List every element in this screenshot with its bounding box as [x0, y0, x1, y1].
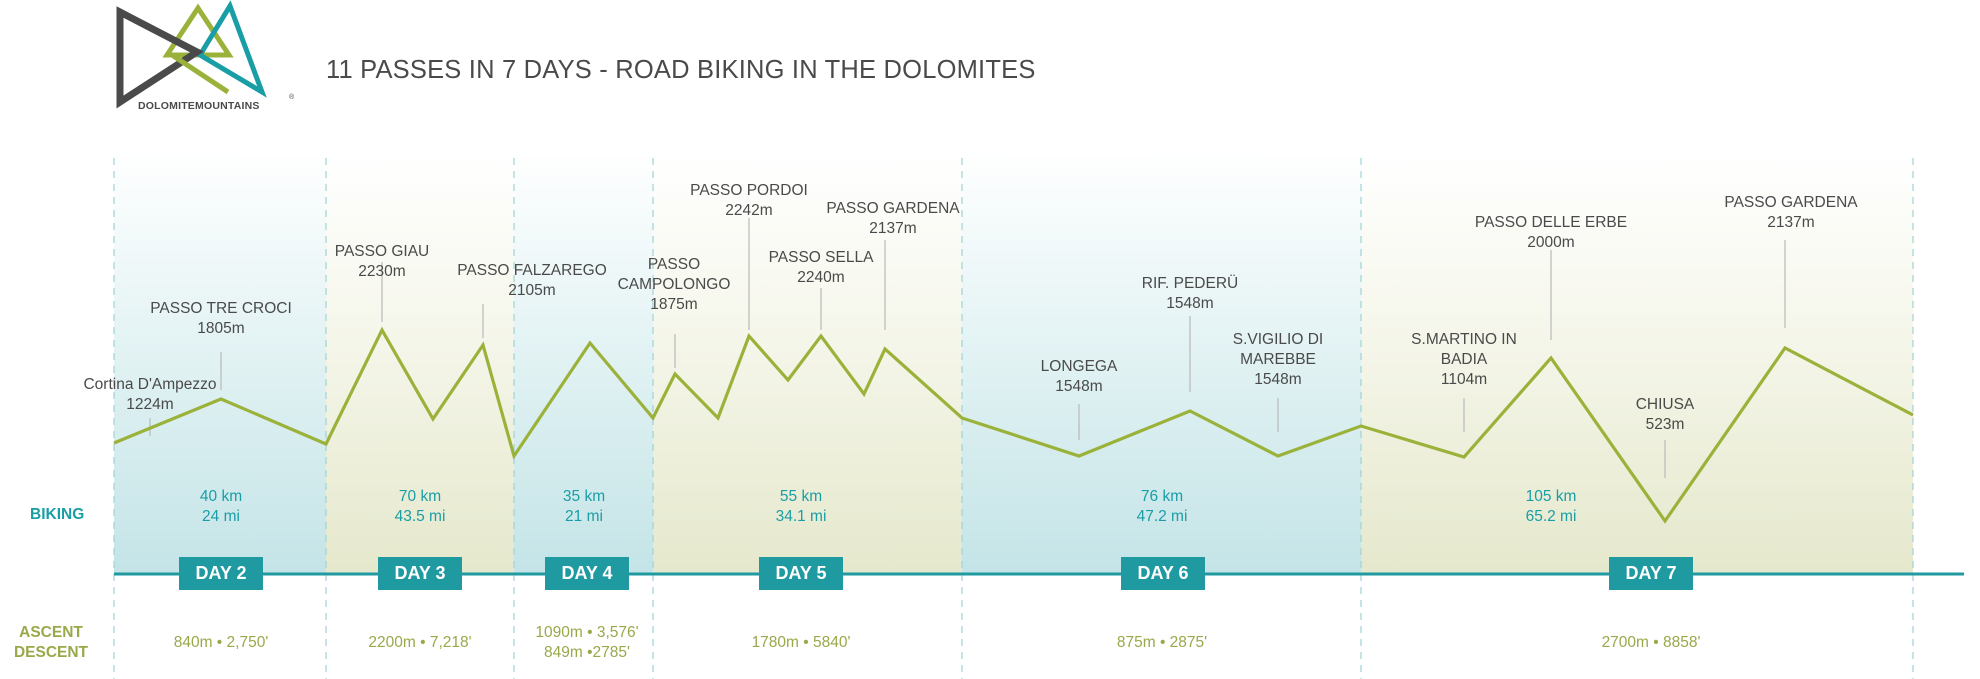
- day-distance: 76 km 47.2 mi: [1137, 487, 1188, 527]
- point-label: PASSO TRE CROCI 1805m: [150, 299, 292, 339]
- biking-row-label: BIKING: [30, 506, 85, 523]
- day-distance: 40 km 24 mi: [200, 487, 242, 527]
- point-elevation: 2137m: [869, 220, 917, 237]
- ascent-label: ASCENT: [19, 624, 83, 641]
- day-badge-4: DAY 4: [545, 557, 629, 590]
- distance-km: 35 km: [562, 488, 606, 505]
- logo-wordmark: DOLOMITEMOUNTAINS: [138, 100, 260, 112]
- day-band: [114, 150, 326, 574]
- point-name: PASSO CAMPOLONGO: [617, 256, 731, 293]
- distance-km: 40 km: [199, 488, 243, 505]
- point-elevation: 2105m: [508, 282, 556, 299]
- point-elevation: 2242m: [725, 202, 773, 219]
- day-badge-3: DAY 3: [378, 557, 462, 590]
- distance-km: 55 km: [779, 488, 823, 505]
- point-label: Cortina D'Ampezzo 1224m: [83, 375, 216, 415]
- day-distance: 55 km 34.1 mi: [776, 487, 827, 527]
- point-name: PASSO SELLA: [768, 249, 874, 266]
- point-label: CHIUSA 523m: [1636, 395, 1695, 435]
- point-label: PASSO SELLA 2240m: [769, 248, 874, 288]
- point-label: PASSO GARDENA 2137m: [826, 199, 959, 239]
- point-name: CHIUSA: [1635, 396, 1695, 413]
- point-label: S.VIGILIO DI MAREBBE 1548m: [1223, 330, 1333, 390]
- day-distance: 70 km 43.5 mi: [395, 487, 446, 527]
- point-label: RIF. PEDERÜ 1548m: [1142, 274, 1238, 314]
- day-ascent-descent: 840m • 2,750': [174, 633, 269, 653]
- ascent-value: 2700m • 8858': [1601, 634, 1701, 651]
- day-distance: 105 km 65.2 mi: [1526, 487, 1577, 527]
- point-elevation: 2240m: [797, 269, 845, 286]
- point-label: PASSO DELLE ERBE 2000m: [1475, 213, 1627, 253]
- ascent-value: 1780m • 5840': [751, 634, 851, 651]
- point-label: PASSO FALZAREGO 2105m: [457, 261, 607, 301]
- day-badge-7: DAY 7: [1609, 557, 1693, 590]
- point-name: RIF. PEDERÜ: [1141, 275, 1239, 292]
- point-label: S.MARTINO IN BADIA 1104m: [1404, 330, 1524, 390]
- point-label: PASSO GARDENA 2137m: [1724, 193, 1857, 233]
- point-elevation: 2137m: [1767, 214, 1815, 231]
- point-name: PASSO GARDENA: [826, 200, 960, 217]
- point-elevation: 1548m: [1166, 295, 1214, 312]
- distance-mi: 24 mi: [202, 508, 240, 525]
- day-ascent-descent: 2200m • 7,218': [368, 633, 471, 653]
- day-badge-5: DAY 5: [759, 557, 843, 590]
- dolomitemountains-logo: [116, 0, 267, 109]
- ascent-value: 840m • 2,750': [173, 634, 269, 651]
- point-label: PASSO GIAU 2230m: [335, 242, 429, 282]
- point-elevation: 1875m: [650, 296, 698, 313]
- registered-mark: ®: [289, 94, 295, 101]
- point-name: PASSO PORDOI: [690, 182, 808, 199]
- day-band: [1361, 150, 1913, 574]
- point-name: S.VIGILIO DI MAREBBE: [1232, 331, 1324, 368]
- point-name: PASSO TRE CROCI: [150, 300, 292, 317]
- ascent-value: 2200m • 7,218': [368, 634, 472, 651]
- distance-mi: 47.2 mi: [1136, 508, 1188, 525]
- distance-mi: 43.5 mi: [394, 508, 446, 525]
- day-band: [962, 150, 1361, 574]
- distance-mi: 34.1 mi: [775, 508, 827, 525]
- point-elevation: 1224m: [126, 396, 174, 413]
- day-badge-6: DAY 6: [1121, 557, 1205, 590]
- point-name: PASSO GARDENA: [1724, 194, 1858, 211]
- distance-mi: 21 mi: [565, 508, 603, 525]
- point-name: S.MARTINO IN BADIA: [1411, 331, 1517, 368]
- elevation-profile-line: [113, 326, 1914, 524]
- page-title: 11 PASSES IN 7 DAYS - ROAD BIKING IN THE…: [326, 56, 1036, 84]
- point-name: Cortina D'Ampezzo: [83, 376, 217, 393]
- point-label: PASSO CAMPOLONGO 1875m: [612, 255, 737, 315]
- point-name: PASSO FALZAREGO: [457, 262, 607, 279]
- point-elevation: 1805m: [197, 320, 245, 337]
- day-ascent-descent: 1780m • 5840': [752, 633, 851, 653]
- point-elevation: 1104m: [1440, 371, 1488, 388]
- point-label: PASSO PORDOI 2242m: [690, 181, 808, 221]
- descent-value: 849m •2785': [544, 644, 630, 661]
- day-badge-2: DAY 2: [179, 557, 263, 590]
- day-distance: 35 km 21 mi: [563, 487, 605, 527]
- day-ascent-descent: 875m • 2875': [1117, 633, 1207, 653]
- day-ascent-descent: 2700m • 8858': [1602, 633, 1701, 653]
- distance-km: 70 km: [398, 488, 442, 505]
- descent-label: DESCENT: [13, 644, 89, 661]
- day-band: [514, 150, 653, 574]
- point-name: PASSO DELLE ERBE: [1474, 214, 1628, 231]
- point-elevation: 1548m: [1055, 378, 1103, 395]
- point-elevation: 2230m: [358, 263, 406, 280]
- point-elevation: 1548m: [1254, 371, 1302, 388]
- distance-km: 105 km: [1525, 488, 1577, 505]
- point-name: LONGEGA: [1040, 358, 1118, 375]
- distance-mi: 65.2 mi: [1525, 508, 1577, 525]
- ascent-value: 875m • 2875': [1116, 634, 1208, 651]
- distance-km: 76 km: [1140, 488, 1184, 505]
- ascent-descent-row-label: ASCENT DESCENT: [6, 623, 96, 663]
- day-band: [653, 150, 962, 574]
- point-name: PASSO GIAU: [334, 243, 430, 260]
- point-elevation: 2000m: [1527, 234, 1575, 251]
- point-elevation: 523m: [1645, 416, 1685, 433]
- day-ascent-descent: 1090m • 3,576' 849m •2785': [535, 623, 638, 663]
- point-label: LONGEGA 1548m: [1041, 357, 1118, 397]
- day-band: [326, 150, 514, 574]
- ascent-value: 1090m • 3,576': [535, 624, 639, 641]
